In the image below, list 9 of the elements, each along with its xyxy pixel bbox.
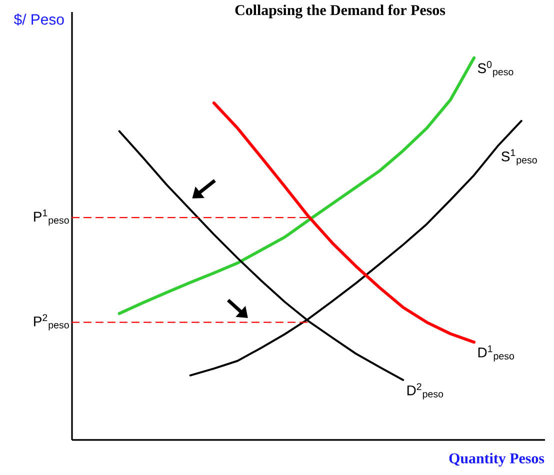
series-label: D$^{2}$peso <box>407 383 444 400</box>
series-label: S$^{1}$peso <box>502 149 537 166</box>
series-label: P$^{2}$peso <box>34 314 69 330</box>
series-label: P$^{1}$peso <box>34 210 69 226</box>
chart-title: Collapsing the Demand for Pesos <box>235 4 446 18</box>
y-axis-title: $/ Peso <box>14 14 64 26</box>
series-label: S$^{0}$peso <box>478 61 514 78</box>
series-label: D$^{1}$peso <box>478 345 514 362</box>
x-axis-title: Quantity Pesos <box>449 452 544 466</box>
